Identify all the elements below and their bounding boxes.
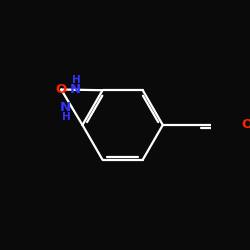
- Text: N: N: [60, 101, 71, 114]
- Text: O: O: [56, 83, 67, 96]
- Text: O: O: [241, 118, 250, 132]
- Text: H: H: [62, 112, 71, 122]
- Text: H: H: [72, 75, 81, 85]
- Text: N: N: [70, 83, 81, 96]
